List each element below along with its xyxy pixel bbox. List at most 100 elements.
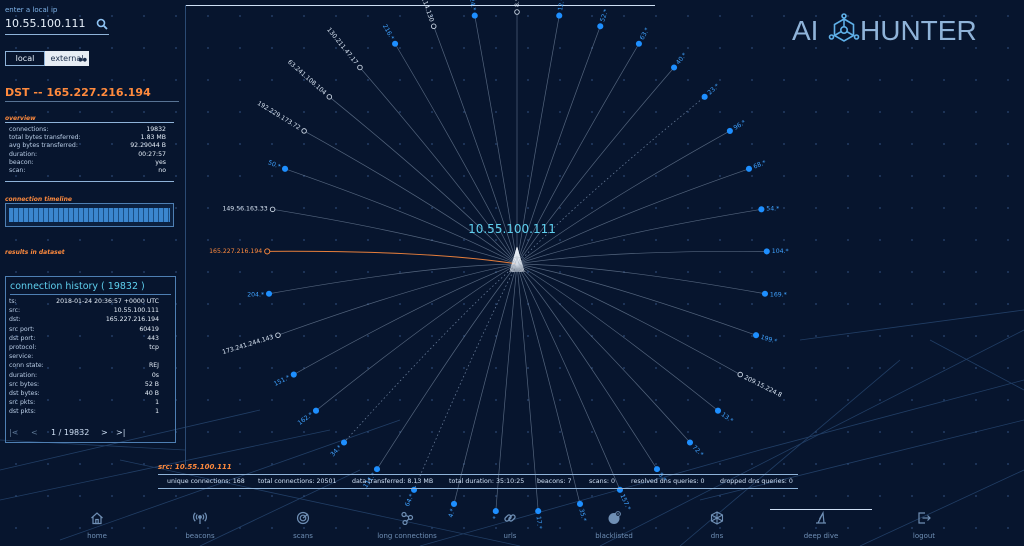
host-node[interactable]: [556, 12, 563, 19]
toggle-external[interactable]: external ●●: [45, 51, 89, 66]
host-node-label[interactable]: 6.114.130: [418, 0, 435, 23]
host-node[interactable]: [686, 439, 694, 446]
host-node-label[interactable]: 52.*: [599, 8, 610, 23]
host-node[interactable]: [714, 407, 722, 414]
nav-deep-dive[interactable]: deep dive: [771, 505, 871, 546]
host-node[interactable]: [340, 439, 348, 446]
host-node[interactable]: [726, 127, 733, 134]
host-node-label[interactable]: 104.*: [772, 248, 789, 255]
prev-page-button[interactable]: <: [31, 428, 38, 437]
connection-link: [516, 263, 621, 490]
host-node[interactable]: [264, 248, 271, 255]
host-node-label[interactable]: 209.15.224.8: [743, 374, 783, 399]
next-page-button[interactable]: >: [101, 428, 108, 437]
host-node[interactable]: [763, 248, 770, 255]
host-node-label[interactable]: 165.227.216.194: [209, 248, 262, 255]
host-node[interactable]: [265, 290, 273, 297]
host-node-label[interactable]: 63.*: [639, 27, 651, 42]
host-node[interactable]: [312, 407, 320, 414]
host-node-label[interactable]: 54.*: [766, 205, 779, 212]
nav-beacons[interactable]: beacons: [150, 505, 250, 546]
host-node-label[interactable]: 68.*: [752, 159, 767, 170]
host-node-label[interactable]: 173.241.244.143: [221, 334, 274, 356]
host-node[interactable]: [290, 371, 297, 378]
host-node[interactable]: [701, 93, 708, 100]
host-node-label[interactable]: 96.*: [733, 119, 748, 132]
host-node[interactable]: [326, 94, 333, 100]
host-node-label[interactable]: 8.*: [656, 472, 667, 483]
host-node[interactable]: [671, 64, 678, 71]
host-node-label[interactable]: 13.*: [720, 411, 735, 424]
host-node[interactable]: [635, 40, 642, 47]
host-node-label[interactable]: 50.*: [267, 159, 282, 170]
host-node[interactable]: [471, 12, 478, 19]
last-page-button[interactable]: >|: [116, 428, 126, 437]
host-node-label[interactable]: 23.*: [706, 83, 720, 97]
host-node-label[interactable]: 63.241.108.104: [286, 59, 328, 97]
host-node[interactable]: [761, 290, 769, 297]
connection-timeline[interactable]: [5, 203, 174, 227]
toggle-local[interactable]: local: [5, 51, 45, 66]
history-value: 165.227.216.194: [105, 316, 159, 324]
nav-logout[interactable]: logout: [874, 505, 974, 546]
host-node-label[interactable]: 151.*: [273, 374, 291, 388]
history-value: 443: [147, 334, 159, 342]
local-external-toggle[interactable]: local external ●●: [5, 51, 89, 66]
overview-key: beacon:: [9, 158, 34, 166]
host-node-label[interactable]: 216.*: [381, 23, 395, 41]
host-node-label[interactable]: 130.211.47.17: [325, 26, 359, 66]
first-page-button[interactable]: |<: [9, 428, 19, 437]
nav-blacklisted[interactable]: blacklisted: [564, 505, 664, 546]
host-node[interactable]: [597, 23, 604, 30]
host-node[interactable]: [653, 466, 661, 473]
search-icon[interactable]: [95, 17, 109, 31]
host-node[interactable]: [450, 500, 458, 507]
nav-dns[interactable]: dns: [667, 505, 767, 546]
host-node[interactable]: [576, 500, 584, 507]
connection-link: [303, 130, 518, 265]
history-row: duration: 0s: [9, 372, 159, 380]
host-node[interactable]: [392, 40, 399, 47]
host-node-label[interactable]: 17.*: [535, 516, 543, 529]
host-node[interactable]: [752, 332, 760, 339]
ip-input[interactable]: [5, 14, 95, 32]
host-node[interactable]: [745, 165, 753, 172]
host-node-label[interactable]: 204.*: [247, 291, 264, 298]
host-node[interactable]: [430, 23, 437, 30]
host-node-label[interactable]: 34.*: [329, 444, 343, 458]
nav-scans[interactable]: scans: [253, 505, 353, 546]
overview-value: 1.83 MB: [140, 134, 166, 142]
host-node[interactable]: [269, 206, 276, 213]
host-node[interactable]: [301, 128, 307, 134]
host-node-label[interactable]: 162.*: [297, 411, 315, 427]
nav-urls[interactable]: urls: [460, 505, 560, 546]
host-node-label[interactable]: 64.*: [404, 493, 416, 508]
nav-long-connections[interactable]: long connections: [357, 505, 457, 546]
nav-home[interactable]: home: [47, 505, 147, 546]
host-node-label[interactable]: 40.*: [675, 52, 689, 66]
host-node-label[interactable]: *: [492, 516, 499, 520]
host-node[interactable]: [281, 165, 289, 172]
host-node[interactable]: [514, 9, 520, 15]
host-node-label[interactable]: 4.*: [448, 508, 457, 518]
deep-dive-icon: [816, 511, 826, 524]
history-value: 60419: [139, 325, 159, 333]
host-node-label[interactable]: 35.*: [577, 508, 587, 522]
host-node-label[interactable]: 199.*: [760, 334, 778, 346]
host-node[interactable]: [535, 508, 542, 515]
host-node-label[interactable]: 8.*: [514, 0, 521, 7]
host-node-label[interactable]: 12.*: [557, 0, 566, 11]
host-node[interactable]: [492, 508, 499, 515]
host-node[interactable]: [275, 332, 281, 338]
host-node[interactable]: [737, 371, 743, 378]
host-node-label[interactable]: 72.*: [691, 444, 705, 458]
hex-logo-icon: [828, 13, 860, 42]
host-node[interactable]: [373, 466, 381, 473]
host-node-label[interactable]: 192.229.173.72: [256, 100, 302, 132]
connection-link: [376, 263, 518, 470]
host-node[interactable]: [758, 206, 765, 213]
host-node-label[interactable]: 149.56.163.33: [222, 205, 267, 212]
host-node[interactable]: [357, 64, 363, 71]
host-node-label[interactable]: 169.*: [770, 291, 787, 298]
host-node-label[interactable]: 24.*: [468, 0, 477, 11]
